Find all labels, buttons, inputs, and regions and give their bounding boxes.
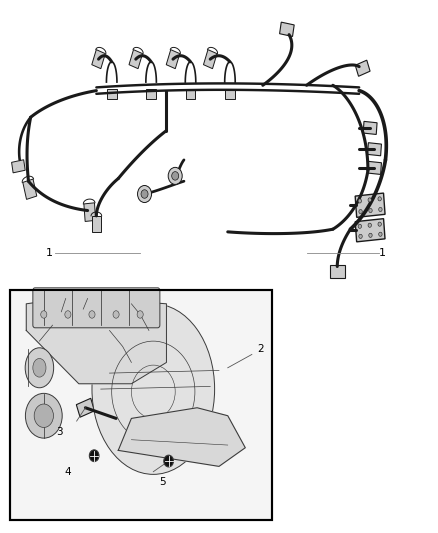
Bar <box>23 179 37 199</box>
Circle shape <box>358 199 361 203</box>
Bar <box>10 290 272 520</box>
Text: 2: 2 <box>257 344 264 354</box>
Text: 3: 3 <box>56 427 63 437</box>
Circle shape <box>113 311 119 318</box>
Circle shape <box>378 222 381 226</box>
Circle shape <box>369 233 372 237</box>
Bar <box>107 89 117 99</box>
Bar <box>355 193 385 217</box>
Circle shape <box>25 393 62 438</box>
Bar <box>355 60 370 76</box>
Circle shape <box>65 311 71 318</box>
Ellipse shape <box>92 304 215 474</box>
Bar <box>279 22 294 36</box>
Circle shape <box>41 311 47 318</box>
Circle shape <box>359 235 362 238</box>
Text: 1: 1 <box>378 248 385 258</box>
Circle shape <box>379 232 382 236</box>
Bar <box>367 143 381 156</box>
Circle shape <box>168 167 182 184</box>
Circle shape <box>172 172 179 180</box>
Circle shape <box>369 208 372 213</box>
Bar <box>367 161 381 174</box>
Circle shape <box>137 311 143 318</box>
Circle shape <box>368 223 371 227</box>
Text: 4: 4 <box>64 467 71 477</box>
Circle shape <box>141 190 148 198</box>
Bar <box>84 203 95 221</box>
Circle shape <box>379 207 382 212</box>
Bar <box>355 219 385 242</box>
Circle shape <box>378 197 381 201</box>
Bar <box>225 89 235 99</box>
Circle shape <box>138 185 152 203</box>
Circle shape <box>34 404 53 427</box>
Circle shape <box>368 198 371 202</box>
Bar <box>92 216 101 232</box>
Text: 5: 5 <box>159 478 166 487</box>
Ellipse shape <box>25 348 53 388</box>
FancyBboxPatch shape <box>33 288 160 328</box>
Polygon shape <box>118 408 245 466</box>
Bar <box>363 122 377 134</box>
Bar <box>76 398 95 417</box>
Circle shape <box>89 311 95 318</box>
Bar <box>186 89 195 99</box>
Bar <box>129 50 142 69</box>
Text: 1: 1 <box>46 248 53 258</box>
Bar <box>329 265 345 278</box>
Bar <box>92 50 105 69</box>
Circle shape <box>164 455 173 467</box>
Bar <box>11 160 25 173</box>
Circle shape <box>89 450 99 462</box>
Ellipse shape <box>33 358 46 377</box>
Polygon shape <box>26 298 166 384</box>
Bar <box>204 50 217 69</box>
Bar <box>166 50 180 69</box>
Bar <box>10 290 272 520</box>
Bar <box>146 89 156 99</box>
Circle shape <box>359 209 362 214</box>
Circle shape <box>358 224 361 228</box>
